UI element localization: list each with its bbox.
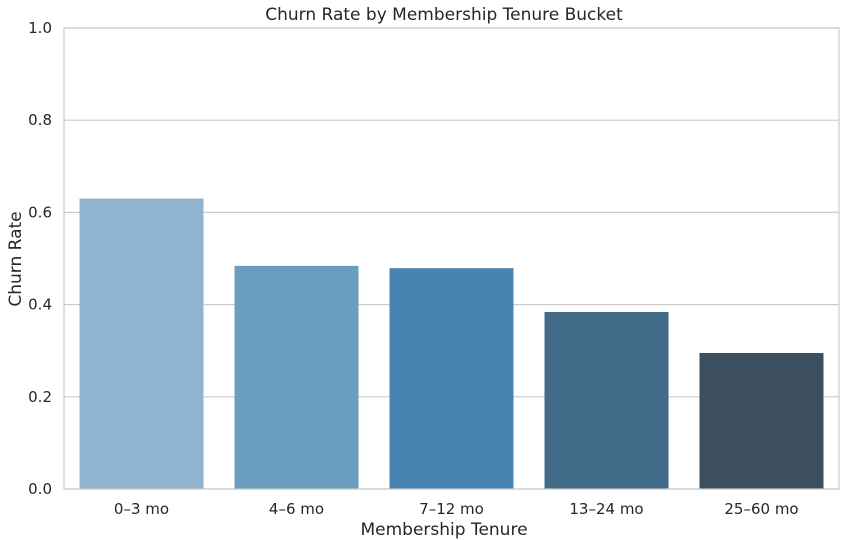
bar	[79, 198, 204, 489]
y-tick-label: 1.0	[28, 19, 52, 37]
y-tick-label: 0.6	[28, 203, 52, 221]
plot-frame	[63, 27, 840, 490]
y-tick-label: 0.4	[28, 296, 52, 314]
y-axis-label: Churn Rate	[6, 211, 26, 306]
bar	[699, 353, 824, 489]
bar	[234, 265, 359, 489]
x-tick-label: 7–12 mo	[419, 500, 484, 518]
x-tick-label: 13–24 mo	[569, 500, 643, 518]
chart-title: Churn Rate by Membership Tenure Bucket	[265, 5, 623, 25]
bar	[389, 268, 514, 489]
x-axis-label: Membership Tenure	[360, 520, 527, 540]
x-axis-ticks: 0–3 mo 4–6 mo 7–12 mo 13–24 mo 25–60 mo	[114, 500, 799, 518]
y-tick-label: 0.0	[28, 480, 52, 498]
bars-group	[79, 198, 824, 489]
x-tick-label: 25–60 mo	[724, 500, 798, 518]
y-tick-label: 0.8	[28, 111, 52, 129]
y-tick-label: 0.2	[28, 388, 52, 406]
x-tick-label: 4–6 mo	[269, 500, 324, 518]
x-tick-label: 0–3 mo	[114, 500, 169, 518]
bar	[544, 311, 669, 489]
y-axis-ticks: 0.0 0.2 0.4 0.6 0.8 1.0	[28, 19, 52, 498]
